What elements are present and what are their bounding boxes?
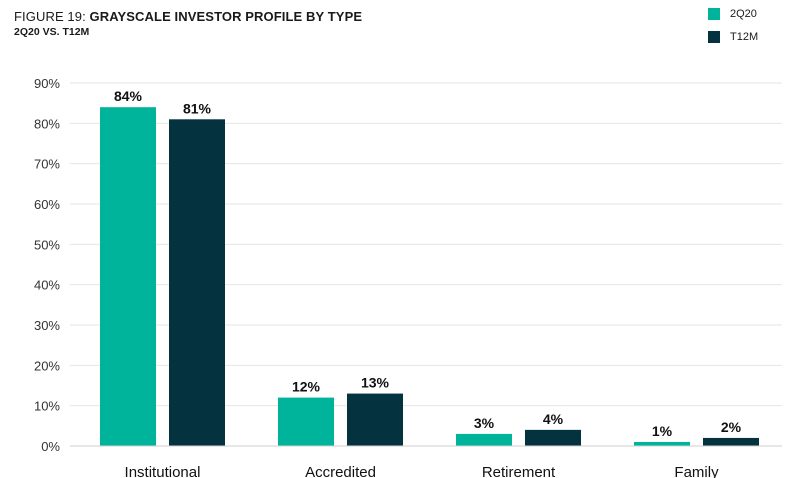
data-label-accredited-2q20: 12% <box>292 379 321 395</box>
chart-title-text: GRAYSCALE INVESTOR PROFILE BY TYPE <box>89 9 363 24</box>
bar-retirement-2q20 <box>456 433 512 446</box>
data-label-retirement-t12m: 4% <box>543 411 564 427</box>
x-category-label-retirement: Retirement <box>482 464 556 478</box>
bar-retirement-t12m <box>525 429 581 446</box>
legend-item-t12m: T12M <box>708 30 758 44</box>
y-tick-label-80: 80% <box>34 116 60 131</box>
data-label-institutional-2q20: 84% <box>114 88 143 104</box>
y-tick-label-70: 70% <box>34 157 60 172</box>
legend-item-2q20: 2Q20 <box>708 7 758 21</box>
y-tick-label-0: 0% <box>41 439 60 454</box>
legend-label-t12m: T12M <box>730 31 759 43</box>
data-label-retirement-2q20: 3% <box>474 415 495 431</box>
chart-title: FIGURE 19: GRAYSCALE INVESTOR PROFILE BY… <box>14 9 362 24</box>
y-tick-label-90: 90% <box>34 76 60 91</box>
x-category-label-family: Family <box>674 464 719 478</box>
bar-institutional-t12m <box>169 119 225 447</box>
bar-institutional-2q20 <box>100 107 156 446</box>
y-tick-label-20: 20% <box>34 358 60 373</box>
legend-swatch-t12m <box>708 31 720 43</box>
chart-subtitle: 2Q20 VS. T12M <box>14 26 90 38</box>
bar-accredited-2q20 <box>278 397 334 446</box>
bar-family-t12m <box>703 437 759 446</box>
figure-number: FIGURE 19: <box>14 9 90 24</box>
legend: 2Q20 T12M <box>708 7 758 53</box>
legend-label-2q20: 2Q20 <box>730 8 757 20</box>
y-tick-label-40: 40% <box>34 278 60 293</box>
y-tick-label-30: 30% <box>34 318 60 333</box>
y-tick-label-60: 60% <box>34 197 60 212</box>
data-label-accredited-t12m: 13% <box>361 375 390 391</box>
bar-accredited-t12m <box>347 393 403 446</box>
x-category-label-accredited: Accredited <box>305 464 376 478</box>
data-label-family-2q20: 1% <box>652 423 673 439</box>
bar-family-2q20 <box>634 441 690 446</box>
data-label-institutional-t12m: 81% <box>183 100 212 116</box>
y-tick-label-50: 50% <box>34 237 60 252</box>
data-label-family-t12m: 2% <box>721 419 742 435</box>
legend-swatch-2q20 <box>708 8 720 20</box>
y-tick-label-10: 10% <box>34 399 60 414</box>
x-category-label-institutional: Institutional <box>125 464 201 478</box>
